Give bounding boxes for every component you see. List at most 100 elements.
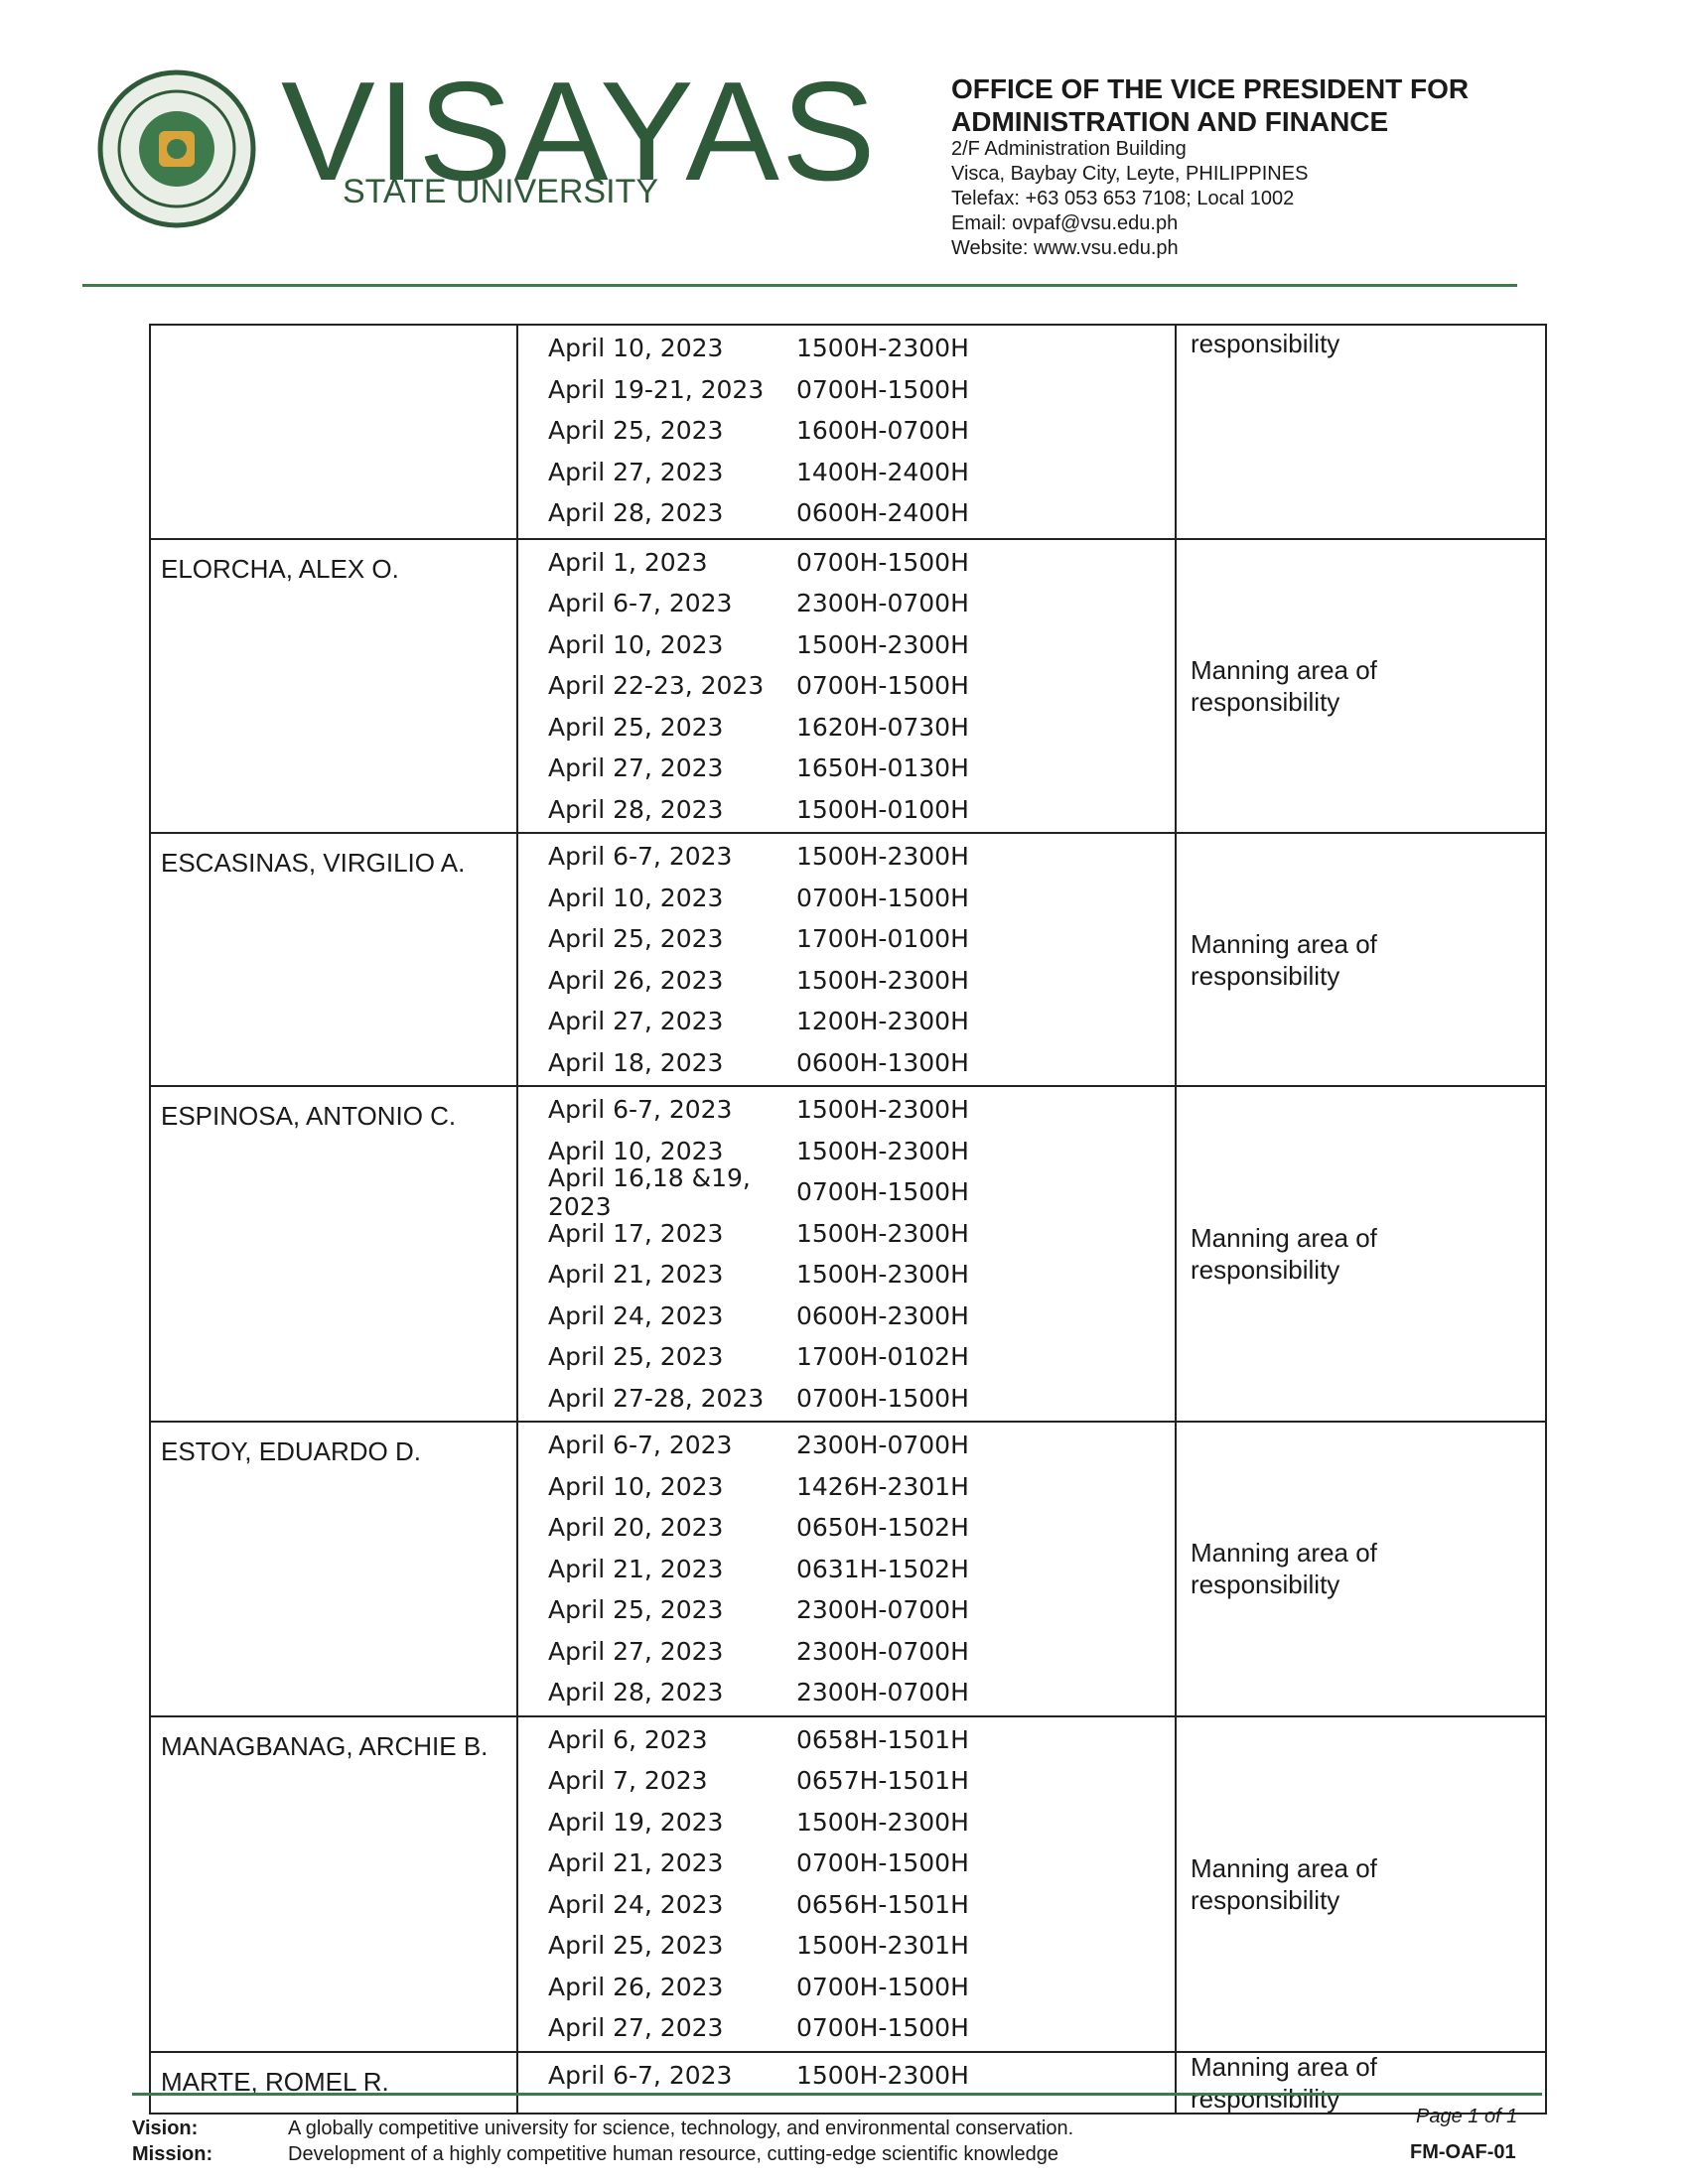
page-number: Page 1 of 1 [1416, 2106, 1518, 2127]
schedule-entry: April 21, 2023 0700H-1500H [548, 1843, 1175, 1884]
schedule-entry: April 24, 2023 0600H-2300H [548, 1296, 1175, 1337]
vision: A globally competitive university for sc… [288, 2117, 1074, 2139]
table-row: MANAGBANAG, ARCHIE B. April 6, 2023 0658H-… [151, 1714, 1545, 2051]
date: April 26, 2023 [548, 965, 724, 995]
time: 1650H-0130H [796, 753, 969, 783]
date: April 25, 2023 [548, 924, 724, 954]
remark-cell: Manning area of responsibility [1191, 654, 1377, 717]
remark-cell: responsibility [1191, 329, 1340, 358]
schedule-entry: April 10, 2023 0700H-1500H [548, 878, 1175, 919]
remark-cell: Manning area of responsibility [1191, 2051, 1377, 2114]
date: April 10, 2023 [548, 1136, 724, 1165]
date: April 21, 2023 [548, 1848, 724, 1878]
schedule-entry: April 25, 2023 2300H-0700H [548, 1589, 1175, 1631]
time: 0600H-2300H [796, 1300, 969, 1330]
mission-label: Mission: [132, 2144, 213, 2165]
office-title: ADMINISTRATION AND FINANCE [951, 106, 1389, 137]
logo-text: VISAYAS [281, 53, 878, 210]
date: April 25, 2023 [548, 416, 724, 446]
date: April 25, 2023 [548, 712, 724, 742]
date: April 19, 2023 [548, 1807, 724, 1837]
date: April 21, 2023 [548, 1260, 724, 1290]
schedule-entry: April 16,18 &19, 2023 0700H-1500H [548, 1163, 1175, 1221]
schedule-entry: April 22-23, 2023 0700H-1500H [548, 665, 1175, 707]
time: 1500H-2300H [796, 2060, 969, 2090]
time: 0656H-1501H [796, 1889, 969, 1919]
time: 1500H-2300H [796, 1218, 969, 1248]
date: April 25, 2023 [548, 1931, 724, 1961]
schedule-entry: April 10, 2023 1426H-2301H [548, 1466, 1175, 1508]
time: 0600H-1300H [796, 1047, 969, 1077]
date: April 27, 2023 [548, 1636, 724, 1666]
time: 0700H-1500H [796, 671, 969, 701]
schedule-entry: April 25, 2023 1700H-0100H [548, 918, 1175, 960]
date: April 6, 2023 [548, 1724, 708, 1754]
name-cell: ESCASINAS, VIRGILIO A. [151, 834, 518, 1085]
address-line: Visca, Baybay City, Leyte, PHILIPPINES [951, 163, 1309, 185]
time: 2300H-0700H [796, 1431, 969, 1460]
date: April 6-7, 2023 [548, 1095, 733, 1125]
time: 1500H-2301H [796, 1931, 969, 1961]
date: April 10, 2023 [548, 883, 724, 912]
table-row: ELORCHA, ALEX O. April 1, 2023 0700H-1500H… [151, 537, 1545, 832]
schedule-entry: April 21, 2023 0631H-1502H [548, 1549, 1175, 1590]
date: April 24, 2023 [548, 1889, 724, 1919]
date: April 25, 2023 [548, 1342, 724, 1372]
date: April 28, 2023 [548, 1678, 724, 1707]
schedule-entry: April 27, 2023 1400H-2400H [548, 452, 1175, 493]
schedule-cell: April 6, 2023 0658H-1501H April 7, 2023 065… [518, 1716, 1177, 2051]
schedule-entry: April 10, 2023 1500H-2300H [548, 1131, 1175, 1172]
schedule-entry: April 27, 2023 2300H-0700H [548, 1631, 1175, 1673]
schedule-entry: April 17, 2023 1500H-2300H [548, 1213, 1175, 1255]
date: April 7, 2023 [548, 1766, 708, 1796]
schedule-entry: April 27, 2023 1200H-2300H [548, 1001, 1175, 1042]
schedule-entry: April 6-7, 2023 1500H-2300H [548, 836, 1175, 878]
time: 1500H-2300H [796, 842, 969, 872]
office-title: OFFICE OF THE VICE PRESIDENT FOR [951, 73, 1470, 104]
time: 1500H-2300H [796, 1260, 969, 1290]
time: 0700H-1500H [796, 374, 969, 404]
date: April 16,18 &19, 2023 [548, 1162, 751, 1221]
schedule-entry: April 26, 2023 0700H-1500H [548, 1967, 1175, 2008]
schedule-entry: April 6-7, 2023 1500H-2300H [548, 1089, 1175, 1131]
date: April 25, 2023 [548, 1595, 724, 1625]
time: 2300H-0700H [796, 1678, 969, 1707]
schedule-entry: April 28, 2023 1500H-0100H [548, 789, 1175, 831]
time: 1426H-2301H [796, 1471, 969, 1501]
time: 2300H-0700H [796, 589, 969, 618]
divider [132, 2093, 1542, 2096]
table-row: ESCASINAS, VIRGILIO A. April 6-7, 2023 150… [151, 832, 1545, 1085]
schedule-entry: April 27-28, 2023 0700H-1500H [548, 1378, 1175, 1420]
schedule-table: April 10, 2023 1500H-2300H April 19-21, 20… [149, 324, 1547, 2115]
table-row: April 10, 2023 1500H-2300H April 19-21, 20… [151, 326, 1545, 538]
table-row: ESPINOSA, ANTONIO C. April 6-7, 2023 1500H… [151, 1085, 1545, 1421]
time: 2300H-0700H [796, 1595, 969, 1625]
date: April 18, 2023 [548, 1047, 724, 1077]
date: April 28, 2023 [548, 794, 724, 824]
schedule-cell: April 10, 2023 1500H-2300H April 19-21, 20… [518, 326, 1177, 538]
address-line: 2/F Administration Building [951, 138, 1187, 160]
schedule-cell: April 6-7, 2023 1500H-2300H April 10, 2023… [518, 834, 1177, 1085]
table-row: ESTOY, EDUARDO D. April 6-7, 2023 2300H-07… [151, 1421, 1545, 1715]
form-code: FM-OAF-01 [1410, 2141, 1516, 2163]
name-cell: ESPINOSA, ANTONIO C. [151, 1087, 518, 1421]
time: 1620H-0730H [796, 712, 969, 742]
schedule-cell: April 1, 2023 0700H-1500H April 6-7, 2023 2… [518, 539, 1177, 832]
schedule-entry: April 25, 2023 1700H-0102H [548, 1336, 1175, 1378]
address-line: Email: ovpaf@vsu.edu.ph [951, 212, 1179, 234]
date: April 6-7, 2023 [548, 589, 733, 618]
date: April 24, 2023 [548, 1300, 724, 1330]
vision-label: Vision: [132, 2117, 199, 2139]
schedule-entry: April 6-7, 2023 2300H-0700H [548, 583, 1175, 624]
schedule-entry: April 6, 2023 0658H-1501H [548, 1719, 1175, 1761]
date: April 20, 2023 [548, 1513, 724, 1543]
schedule-entry: April 25, 2023 1600H-0700H [548, 410, 1175, 452]
remark-cell: Manning area of responsibility [1191, 1852, 1377, 1915]
date: April 1, 2023 [548, 547, 708, 577]
time: 1500H-2300H [796, 1807, 969, 1837]
time: 1700H-0102H [796, 1342, 969, 1372]
schedule-entry: April 19-21, 2023 0700H-1500H [548, 369, 1175, 411]
address-line: Telefax: +63 053 653 7108; Local 1002 [951, 188, 1295, 209]
address-line: Website: www.vsu.edu.ph [951, 237, 1179, 259]
